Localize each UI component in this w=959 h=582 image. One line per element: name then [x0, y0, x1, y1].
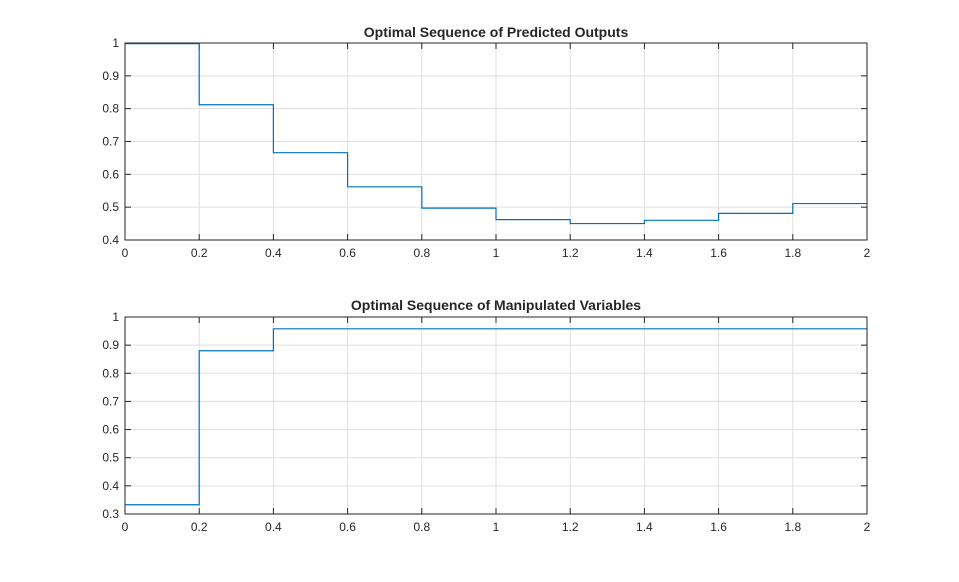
manipulated-variables-x-tick-label: 2 — [864, 520, 871, 534]
manipulated-variables-series-line — [125, 328, 867, 506]
manipulated-variables-y-tick-label: 0.3 — [102, 507, 119, 521]
predicted-outputs-x-tick-label: 1.8 — [784, 246, 801, 260]
predicted-outputs-y-tick-label: 0.6 — [102, 167, 119, 181]
predicted-outputs-x-tick-label: 1.6 — [710, 246, 727, 260]
predicted-outputs-x-tick-label: 1.2 — [562, 246, 579, 260]
predicted-outputs-x-tick-label: 0.2 — [191, 246, 208, 260]
manipulated-variables-x-tick-label: 1.4 — [636, 520, 653, 534]
predicted-outputs-x-tick-label: 0.4 — [265, 246, 282, 260]
manipulated-variables-y-tick-label: 1 — [112, 310, 119, 324]
predicted-outputs-title: Optimal Sequence of Predicted Outputs — [364, 24, 629, 40]
predicted-outputs-x-tick-label: 2 — [864, 246, 871, 260]
predicted-outputs-y-tick-label: 0.5 — [102, 200, 119, 214]
manipulated-variables-x-tick-label: 1.6 — [710, 520, 727, 534]
manipulated-variables-y-tick-label: 0.7 — [102, 394, 119, 408]
manipulated-variables-axes-box — [124, 316, 868, 515]
manipulated-variables-y-tick-label: 0.4 — [102, 479, 119, 493]
manipulated-variables-axes: Optimal Sequence of Manipulated Variable… — [102, 297, 870, 534]
manipulated-variables-x-tick-label: 0.6 — [339, 520, 356, 534]
predicted-outputs-y-tick-label: 0.8 — [102, 102, 119, 116]
manipulated-variables-x-tick-label: 0 — [122, 520, 129, 534]
predicted-outputs-series-line — [125, 43, 867, 225]
predicted-outputs-y-tick-label: 0.4 — [102, 233, 119, 247]
manipulated-variables-x-tick-label: 0.2 — [191, 520, 208, 534]
manipulated-variables-x-tick-label: 0.4 — [265, 520, 282, 534]
predicted-outputs-y-tick-label: 0.7 — [102, 135, 119, 149]
predicted-outputs-x-tick-label: 1.4 — [636, 246, 653, 260]
predicted-outputs-axes-box — [124, 42, 868, 241]
manipulated-variables-y-tick-label: 0.5 — [102, 451, 119, 465]
manipulated-variables-y-tick-label: 0.8 — [102, 366, 119, 380]
manipulated-variables-x-tick-label: 0.8 — [413, 520, 430, 534]
predicted-outputs-y-tick-label: 0.9 — [102, 69, 119, 83]
manipulated-variables-y-tick-label: 0.6 — [102, 423, 119, 437]
predicted-outputs-x-tick-label: 1 — [493, 246, 500, 260]
manipulated-variables-x-tick-label: 1.8 — [784, 520, 801, 534]
predicted-outputs-x-tick-label: 0 — [122, 246, 129, 260]
predicted-outputs-y-tick-label: 1 — [112, 36, 119, 50]
manipulated-variables-title: Optimal Sequence of Manipulated Variable… — [351, 297, 641, 313]
manipulated-variables-y-tick-label: 0.9 — [102, 338, 119, 352]
predicted-outputs-x-tick-label: 0.8 — [413, 246, 430, 260]
manipulated-variables-x-tick-label: 1.2 — [562, 520, 579, 534]
predicted-outputs-x-tick-label: 0.6 — [339, 246, 356, 260]
manipulated-variables-x-tick-label: 1 — [493, 520, 500, 534]
